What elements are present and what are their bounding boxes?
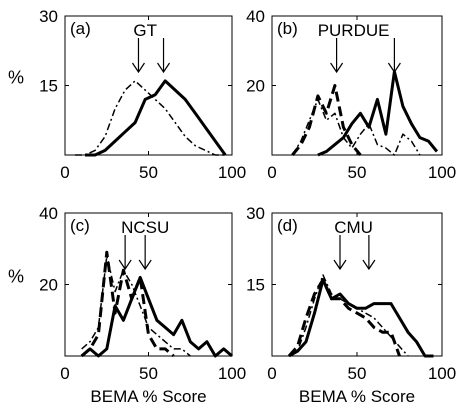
- series-dashdot-line: [75, 80, 226, 156]
- x-axis-label: BEMA % Score: [90, 387, 206, 406]
- chart-panel-4: 0 50 100 15 30 (d) CMU BEMA % Score: [246, 204, 456, 406]
- series-solid-line: [317, 70, 439, 157]
- series-dashed-line: [287, 278, 401, 358]
- series-dashdot-line: [81, 255, 191, 357]
- panel-title: GT: [133, 21, 157, 40]
- x-tick-label: 0: [267, 163, 276, 182]
- series-solid-line: [85, 79, 227, 157]
- y-tick-label: 30: [246, 204, 265, 223]
- y-tick-label: 20: [39, 276, 58, 295]
- series-solid-line: [288, 278, 434, 358]
- mean-arrow-head: [362, 259, 376, 271]
- mean-arrow-head: [118, 259, 132, 271]
- x-tick-label: 100: [218, 364, 246, 383]
- chart-panel-2: 0 50 100 20 40 (b) PURDUE: [246, 7, 456, 182]
- x-tick-label: 100: [218, 163, 246, 182]
- series-solid-line: [80, 275, 233, 358]
- panel-label: (a): [70, 19, 91, 38]
- x-tick-label: 50: [348, 163, 367, 182]
- mean-arrow-head: [333, 259, 347, 271]
- y-tick-label: 40: [39, 204, 58, 223]
- panel-title: NCSU: [121, 218, 169, 237]
- y-tick-label: 30: [39, 7, 58, 26]
- panel-title: CMU: [334, 218, 373, 237]
- panel-label: (b): [277, 19, 298, 38]
- mean-arrow-head: [330, 62, 344, 74]
- panel-label: (d): [277, 216, 298, 235]
- x-tick-label: 100: [428, 163, 456, 182]
- x-tick-label: 50: [139, 364, 158, 383]
- panel-label: (c): [70, 216, 90, 235]
- y-axis-label: %: [8, 68, 24, 88]
- x-tick-label: 50: [348, 364, 367, 383]
- y-tick-label: 15: [246, 276, 265, 295]
- x-tick-label: 50: [139, 163, 158, 182]
- series-dashed-line: [291, 84, 362, 156]
- y-tick-label: 15: [39, 77, 58, 96]
- x-tick-label: 0: [60, 364, 69, 383]
- x-tick-label: 100: [428, 364, 456, 383]
- panel-title: PURDUE: [318, 21, 390, 40]
- series-dashdot-line: [291, 98, 421, 156]
- x-tick-label: 0: [60, 163, 69, 182]
- y-axis-label: %: [8, 267, 24, 287]
- x-tick-label: 0: [267, 364, 276, 383]
- mean-arrow-head: [157, 62, 171, 74]
- mean-arrow-head: [387, 62, 401, 74]
- y-tick-label: 40: [246, 7, 265, 26]
- x-axis-label: BEMA % Score: [299, 387, 415, 406]
- chart-panel-1: 0 50 100 15 30 (a) GT%: [8, 7, 246, 182]
- y-tick-label: 20: [246, 77, 265, 96]
- mean-arrow-head: [131, 62, 145, 74]
- mean-arrow-head: [138, 259, 152, 271]
- series-dashed-line: [80, 250, 175, 358]
- chart-panel-3: 0 50 100 20 40 (c) NCSU% BEMA % Score: [8, 204, 246, 406]
